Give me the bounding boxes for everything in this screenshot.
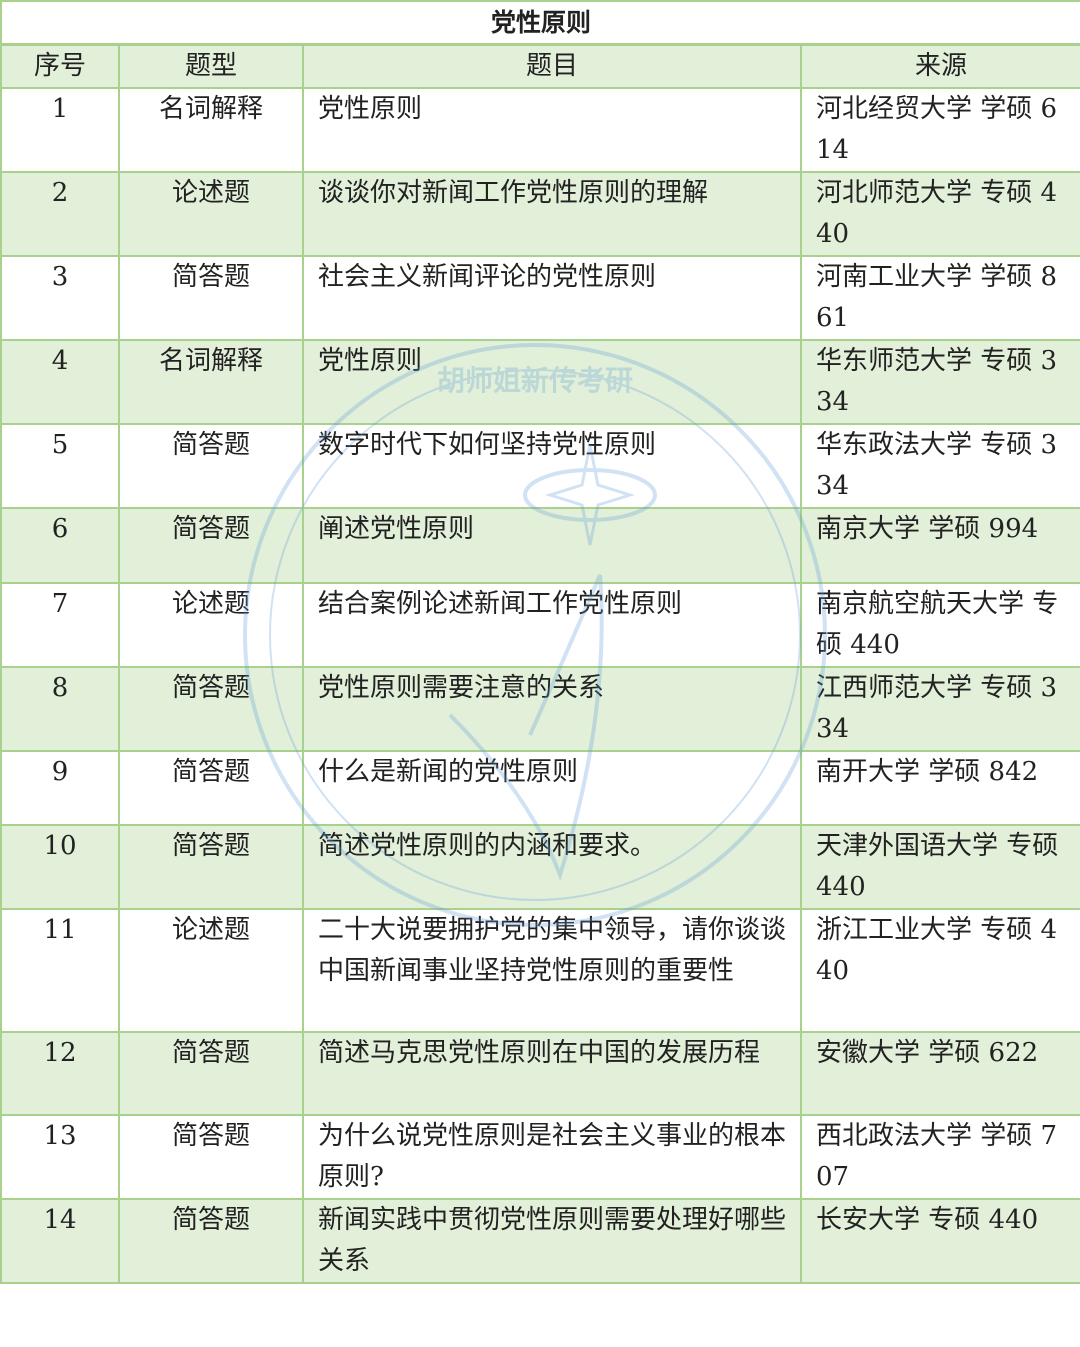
cell-index: 6	[0, 507, 120, 584]
cell-source: 江西师范大学 专硕 334	[799, 666, 1080, 752]
questions-table: 党性原则 序号 题型 题目 来源 1 名词解释 党性原则 河北经贸大学 学硕 614 2…	[0, 0, 1080, 1284]
cell-source: 南京大学 学硕 994	[799, 507, 1080, 584]
cell-index: 4	[0, 339, 120, 425]
cell-index: 3	[0, 255, 120, 341]
cell-type: 简答题	[118, 255, 304, 341]
header-index: 序号	[0, 43, 120, 89]
cell-source: 华东政法大学 专硕 334	[799, 423, 1080, 509]
cell-type: 论述题	[118, 582, 304, 668]
cell-type: 名词解释	[118, 87, 304, 173]
table-row: 3 简答题 社会主义新闻评论的党性原则 河南工业大学 学硕 861	[0, 255, 1080, 341]
cell-source: 南开大学 学硕 842	[799, 750, 1080, 826]
cell-type: 论述题	[118, 908, 304, 1033]
cell-index: 1	[0, 87, 120, 173]
cell-source: 长安大学 专硕 440	[799, 1198, 1080, 1284]
cell-index: 10	[0, 824, 120, 910]
cell-type: 简答题	[118, 507, 304, 584]
cell-type: 简答题	[118, 824, 304, 910]
header-type: 题型	[118, 43, 304, 89]
cell-question: 简述党性原则的内涵和要求。	[302, 824, 802, 910]
cell-index: 9	[0, 750, 120, 826]
table-row: 5 简答题 数字时代下如何坚持党性原则 华东政法大学 专硕 334	[0, 423, 1080, 509]
cell-type: 论述题	[118, 171, 304, 257]
cell-type: 简答题	[118, 1031, 304, 1116]
cell-index: 12	[0, 1031, 120, 1116]
cell-question: 数字时代下如何坚持党性原则	[302, 423, 802, 509]
cell-question: 党性原则	[302, 87, 802, 173]
cell-question: 简述马克思党性原则在中国的发展历程	[302, 1031, 802, 1116]
table-row: 13 简答题 为什么说党性原则是社会主义事业的根本原则? 西北政法大学 学硕 707	[0, 1114, 1080, 1200]
cell-question: 结合案例论述新闻工作党性原则	[302, 582, 802, 668]
cell-source: 安徽大学 学硕 622	[799, 1031, 1080, 1116]
cell-index: 2	[0, 171, 120, 257]
table-row: 11 论述题 二十大说要拥护党的集中领导，请你谈谈中国新闻事业坚持党性原则的重要性浙…	[0, 908, 1080, 1033]
cell-type: 简答题	[118, 750, 304, 826]
table-row: 9 简答题 什么是新闻的党性原则 南开大学 学硕 842	[0, 750, 1080, 826]
cell-question: 什么是新闻的党性原则	[302, 750, 802, 826]
cell-index: 14	[0, 1198, 120, 1284]
cell-source: 河北师范大学 专硕 440	[799, 171, 1080, 257]
cell-question: 阐述党性原则	[302, 507, 802, 584]
table-title: 党性原则	[0, 0, 1080, 46]
cell-index: 8	[0, 666, 120, 752]
cell-type: 简答题	[118, 666, 304, 752]
cell-type: 简答题	[118, 1198, 304, 1284]
cell-question: 党性原则	[302, 339, 802, 425]
cell-source: 河南工业大学 学硕 861	[799, 255, 1080, 341]
cell-question: 新闻实践中贯彻党性原则需要处理好哪些关系	[302, 1198, 802, 1284]
table-row: 1 名词解释 党性原则 河北经贸大学 学硕 614	[0, 87, 1080, 173]
cell-source: 华东师范大学 专硕 334	[799, 339, 1080, 425]
table-row: 8 简答题 党性原则需要注意的关系 江西师范大学 专硕 334	[0, 666, 1080, 752]
header-source: 来源	[799, 43, 1080, 89]
cell-index: 11	[0, 908, 120, 1033]
cell-question: 二十大说要拥护党的集中领导，请你谈谈中国新闻事业坚持党性原则的重要性	[302, 908, 802, 1033]
table-row: 10 简答题 简述党性原则的内涵和要求。 天津外国语大学 专硕 440	[0, 824, 1080, 910]
table-row: 2 论述题 谈谈你对新闻工作党性原则的理解 河北师范大学 专硕 440	[0, 171, 1080, 257]
cell-index: 5	[0, 423, 120, 509]
cell-source: 浙江工业大学 专硕 440	[799, 908, 1080, 1033]
cell-source: 西北政法大学 学硕 707	[799, 1114, 1080, 1200]
table-row: 14 简答题 新闻实践中贯彻党性原则需要处理好哪些关系 长安大学 专硕 440	[0, 1198, 1080, 1284]
cell-type: 简答题	[118, 1114, 304, 1200]
cell-source: 天津外国语大学 专硕 440	[799, 824, 1080, 910]
table-row: 7 论述题 结合案例论述新闻工作党性原则 南京航空航天大学 专硕 440	[0, 582, 1080, 668]
cell-source: 河北经贸大学 学硕 614	[799, 87, 1080, 173]
cell-index: 7	[0, 582, 120, 668]
cell-index: 13	[0, 1114, 120, 1200]
cell-source: 南京航空航天大学 专硕 440	[799, 582, 1080, 668]
table-row: 6 简答题 阐述党性原则 南京大学 学硕 994	[0, 507, 1080, 584]
table-row: 12 简答题 简述马克思党性原则在中国的发展历程 安徽大学 学硕 622	[0, 1031, 1080, 1116]
header-question: 题目	[302, 43, 802, 89]
cell-question: 社会主义新闻评论的党性原则	[302, 255, 802, 341]
table-row: 4 名词解释 党性原则 华东师范大学 专硕 334	[0, 339, 1080, 425]
cell-type: 简答题	[118, 423, 304, 509]
cell-question: 为什么说党性原则是社会主义事业的根本原则?	[302, 1114, 802, 1200]
cell-type: 名词解释	[118, 339, 304, 425]
cell-question: 党性原则需要注意的关系	[302, 666, 802, 752]
cell-question: 谈谈你对新闻工作党性原则的理解	[302, 171, 802, 257]
